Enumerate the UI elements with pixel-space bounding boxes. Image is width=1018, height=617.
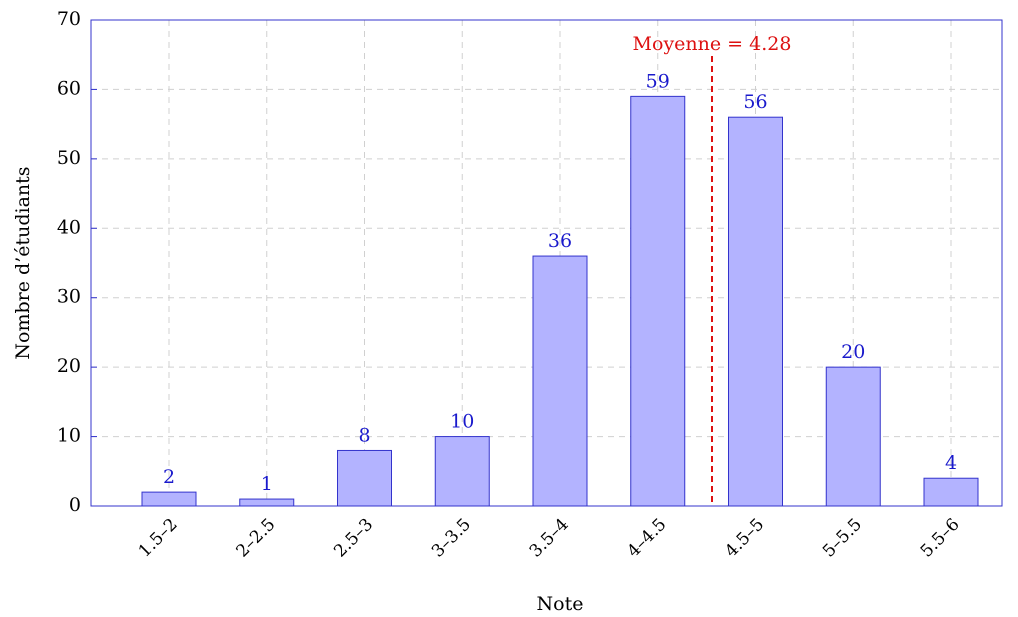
data-label: 8 xyxy=(358,424,370,446)
bar xyxy=(825,366,881,507)
x-tick-label: 2.5–3 xyxy=(330,515,377,562)
x-tick-label: 3–3.5 xyxy=(428,515,475,562)
x-tick-label: 5.5–6 xyxy=(917,515,964,562)
y-tick-label: 50 xyxy=(57,147,81,169)
annotation: Moyenne = 4.28 xyxy=(633,33,792,55)
x-axis-label: Note xyxy=(537,593,584,615)
data-label: 56 xyxy=(743,91,767,113)
y-tick-label: 60 xyxy=(57,77,81,99)
data-label: 10 xyxy=(450,411,474,433)
y-axis-label: Nombre d’étudiants xyxy=(12,166,34,359)
bar xyxy=(630,95,686,507)
data-label: 4 xyxy=(945,452,957,474)
bar xyxy=(141,491,197,507)
bar xyxy=(434,436,490,507)
data-label: 59 xyxy=(646,70,670,92)
bar xyxy=(239,498,295,507)
x-tick-label: 3.5–4 xyxy=(526,515,573,562)
x-tick-label: 4–4.5 xyxy=(624,515,671,562)
bar xyxy=(728,116,783,507)
y-tick-label: 10 xyxy=(57,425,81,447)
x-tick-label: 1.5–2 xyxy=(135,515,182,562)
x-tick-label: 4.5–5 xyxy=(721,515,768,562)
data-label: 36 xyxy=(548,230,572,252)
y-tick-label: 40 xyxy=(57,216,81,238)
y-tick-label: 0 xyxy=(69,494,81,516)
data-label: 2 xyxy=(163,466,175,488)
y-tick-label: 30 xyxy=(57,286,81,308)
y-tick-label: 20 xyxy=(57,355,81,377)
data-label: 1 xyxy=(261,473,273,495)
x-tick-label: 5–5.5 xyxy=(819,515,866,562)
bar xyxy=(923,477,979,507)
bar xyxy=(532,255,588,507)
x-tick-label: 2–2.5 xyxy=(233,515,280,562)
y-tick-label: 70 xyxy=(57,8,81,30)
data-label: 20 xyxy=(841,341,865,363)
bar xyxy=(337,449,392,507)
